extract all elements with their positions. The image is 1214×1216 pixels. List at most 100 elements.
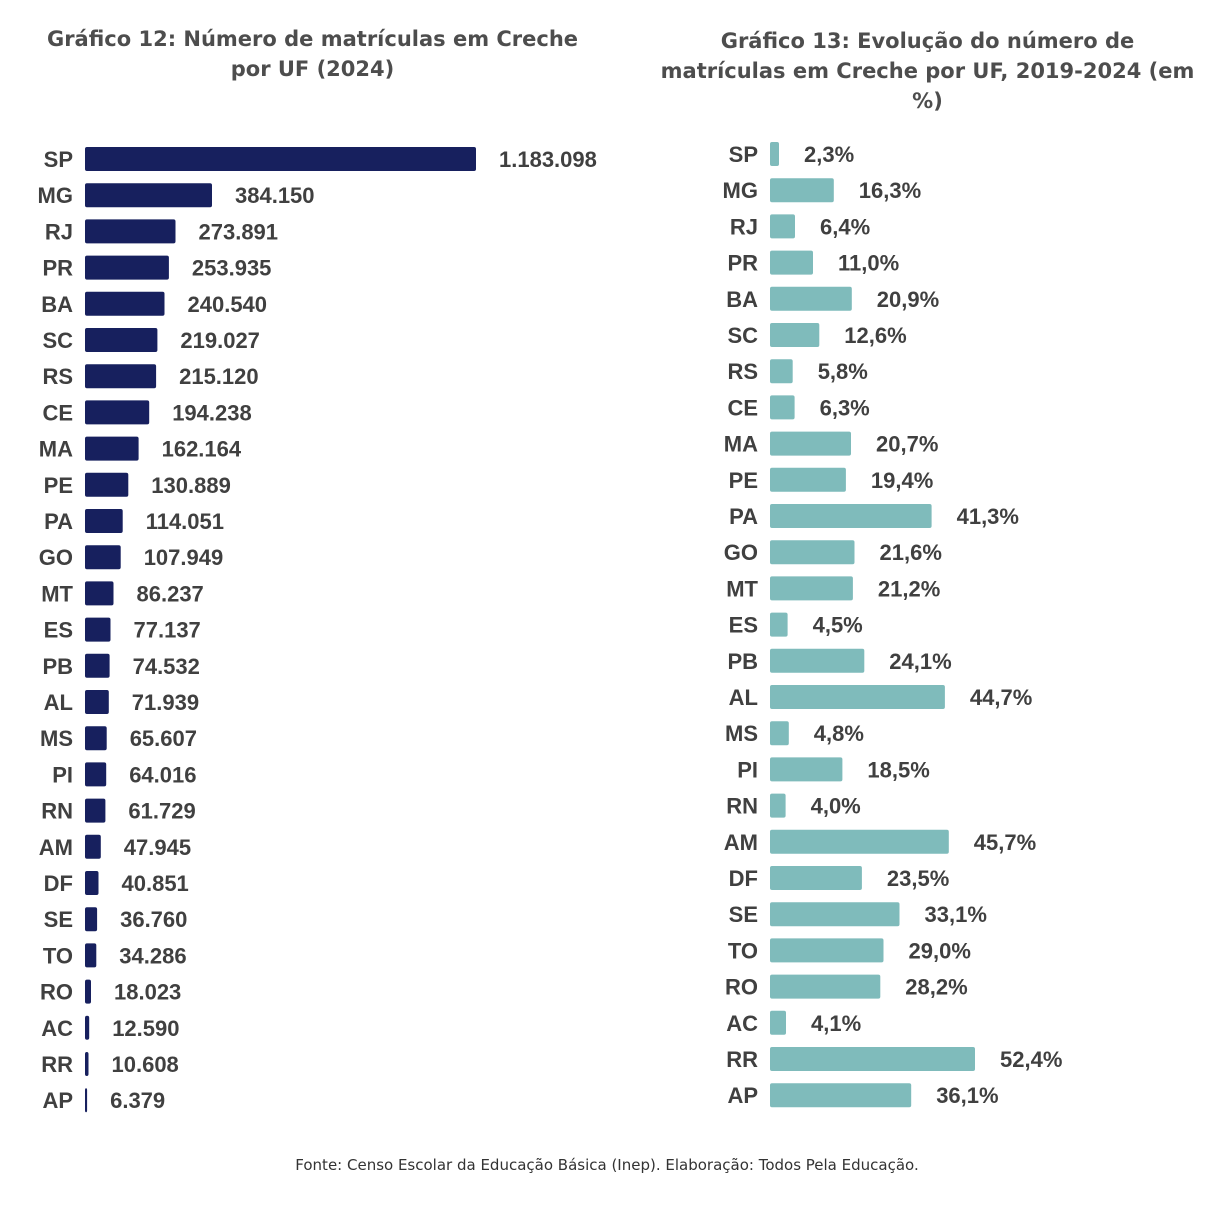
bar xyxy=(85,726,107,751)
category-label: PR xyxy=(727,251,758,276)
data-label: 21,6% xyxy=(880,540,942,565)
data-label: 20,9% xyxy=(877,287,939,312)
data-label: 194.238 xyxy=(172,400,252,425)
data-label: 253.935 xyxy=(192,256,272,281)
data-label: 4,5% xyxy=(813,613,863,638)
category-label: ES xyxy=(44,618,73,643)
data-label: 215.120 xyxy=(179,364,259,389)
category-label: RR xyxy=(726,1047,758,1072)
data-label: 5,8% xyxy=(818,359,868,384)
bar xyxy=(770,1047,975,1071)
category-label: MS xyxy=(725,721,758,746)
category-label: AC xyxy=(41,1016,73,1041)
data-label: 10.608 xyxy=(112,1052,179,1077)
category-label: CE xyxy=(42,400,73,425)
bar xyxy=(770,323,820,347)
bar xyxy=(85,183,212,208)
bar xyxy=(770,431,851,456)
data-label: 41,3% xyxy=(957,504,1019,529)
bar xyxy=(770,250,813,275)
data-label: 74.532 xyxy=(133,654,200,679)
bar xyxy=(85,219,176,244)
category-label: MA xyxy=(39,437,73,462)
category-label: SP xyxy=(44,147,73,172)
bar xyxy=(770,1083,912,1108)
chart-title-evolucao: Gráfico 13: Evolução do número de matríc… xyxy=(660,29,1195,113)
bar xyxy=(770,866,862,890)
bar xyxy=(770,142,779,166)
bar-chart-evolucao: SP 2,3% MG 16,3% RJ 6,4% PR 11,0% BA 20,9% SC 12,6%… xyxy=(723,142,1062,1108)
bar xyxy=(85,581,114,606)
category-label: PI xyxy=(52,762,73,787)
chart-title-matriculas: Gráfico 12: Número de matrículas em Crec… xyxy=(46,27,579,81)
data-label: 19,4% xyxy=(871,468,933,493)
category-label: PE xyxy=(729,468,758,493)
bar xyxy=(85,255,169,280)
data-label: 6,3% xyxy=(820,395,870,420)
bar xyxy=(85,690,109,714)
category-label: DF xyxy=(729,866,758,891)
bar xyxy=(85,943,97,968)
data-label: 77.137 xyxy=(134,618,201,643)
category-label: ES xyxy=(729,613,758,638)
category-label: AM xyxy=(39,835,73,860)
bar xyxy=(85,1088,88,1113)
category-label: MT xyxy=(41,581,73,606)
data-label: 18.023 xyxy=(114,980,181,1005)
bar xyxy=(770,286,852,311)
category-label: SE xyxy=(729,902,758,927)
data-label: 86.237 xyxy=(137,581,204,606)
data-label: 12.590 xyxy=(112,1016,179,1041)
category-label: PB xyxy=(42,654,73,679)
data-label: 6.379 xyxy=(110,1088,165,1113)
bar xyxy=(770,359,793,384)
category-label: PB xyxy=(727,649,758,674)
data-label: 273.891 xyxy=(199,219,279,244)
data-label: 114.051 xyxy=(146,509,224,534)
bar-chart-matriculas: SP 1.183.098 MG 384.150 RJ 273.891 PR 253.935 BA… xyxy=(38,147,597,1113)
category-label: SC xyxy=(727,323,758,348)
bar xyxy=(770,648,865,673)
category-label: PR xyxy=(42,256,73,281)
bar xyxy=(770,576,853,601)
data-label: 24,1% xyxy=(889,649,951,674)
bar xyxy=(770,214,795,239)
bar xyxy=(85,907,98,932)
category-label: PE xyxy=(44,473,73,498)
bar xyxy=(85,472,129,497)
data-label: 33,1% xyxy=(925,902,987,927)
data-label: 45,7% xyxy=(974,830,1036,855)
bar xyxy=(770,902,900,927)
bar xyxy=(85,1052,89,1076)
category-label: MG xyxy=(723,178,758,203)
bar xyxy=(770,829,949,854)
data-label: 12,6% xyxy=(844,323,906,348)
category-label: TO xyxy=(43,943,73,968)
category-label: PA xyxy=(729,504,758,529)
bar xyxy=(770,757,843,782)
data-label: 16,3% xyxy=(859,178,921,203)
data-label: 11,0% xyxy=(838,251,899,276)
category-label: AP xyxy=(727,1083,758,1108)
bar xyxy=(85,798,106,823)
bar xyxy=(770,467,846,492)
bar xyxy=(85,762,107,787)
bar xyxy=(85,979,91,1004)
bar xyxy=(85,653,110,678)
category-label: SC xyxy=(42,328,73,353)
bar xyxy=(770,504,932,528)
category-label: BA xyxy=(726,287,758,312)
data-label: 40.851 xyxy=(122,871,189,896)
category-label: RN xyxy=(726,794,758,819)
category-label: MT xyxy=(726,576,758,601)
category-label: DF xyxy=(44,871,73,896)
data-label: 36,1% xyxy=(936,1083,998,1108)
data-label: 23,5% xyxy=(887,866,949,891)
bar xyxy=(85,291,165,316)
source-note: Fonte: Censo Escolar da Educação Básica … xyxy=(295,1156,919,1174)
bar xyxy=(85,436,139,461)
data-label: 64.016 xyxy=(129,762,196,787)
data-label: 4,1% xyxy=(811,1011,861,1036)
bar xyxy=(85,328,158,352)
data-label: 107.949 xyxy=(144,545,224,570)
